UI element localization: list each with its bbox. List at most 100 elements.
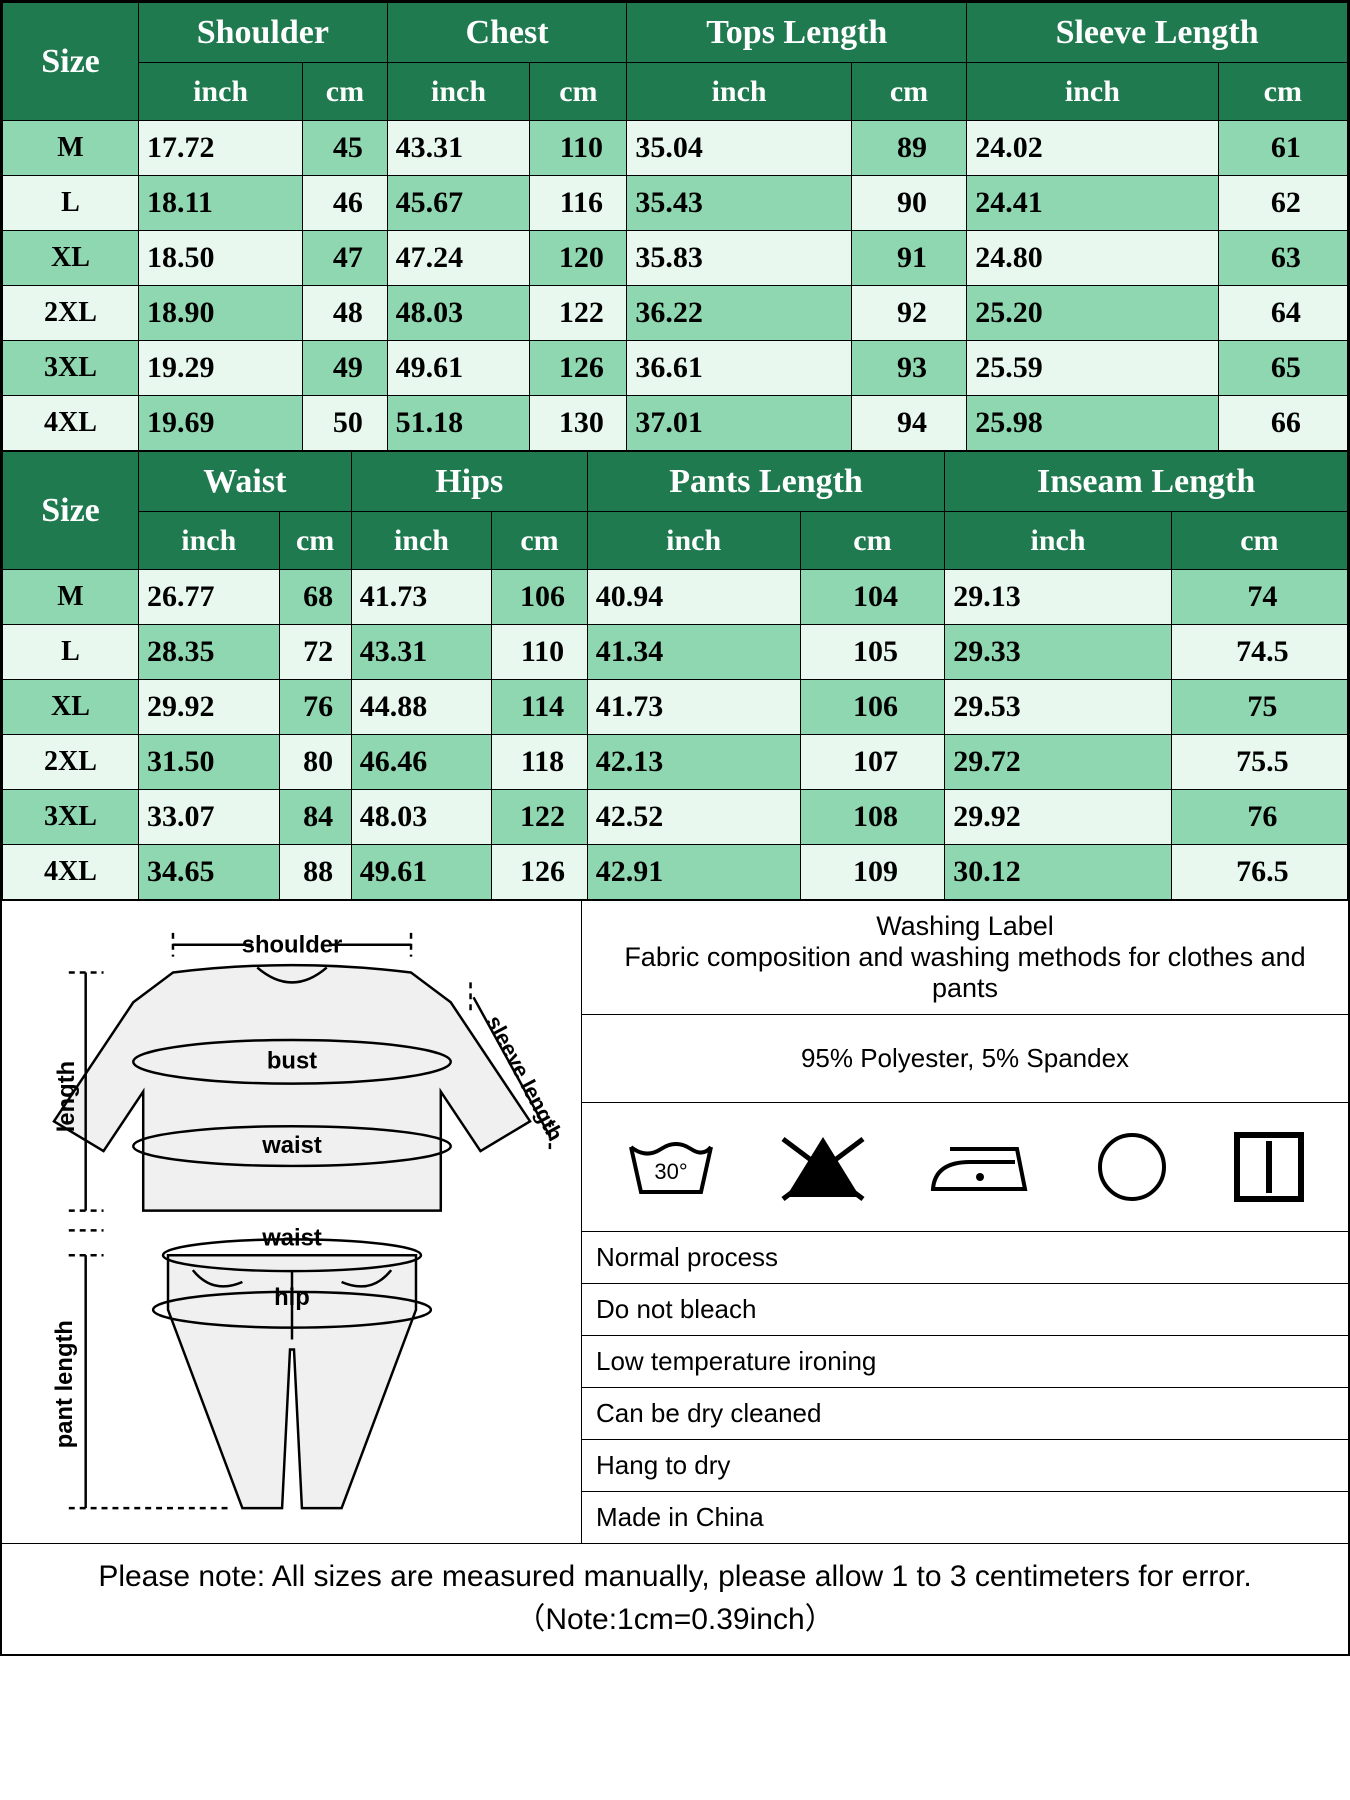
value-cell: 28.35 <box>139 625 280 680</box>
value-cell: 49.61 <box>387 341 530 396</box>
value-cell: 46 <box>303 176 387 231</box>
value-cell: 29.13 <box>945 570 1171 625</box>
col-waist: Waist <box>139 452 352 512</box>
svg-text:length: length <box>53 1061 80 1132</box>
value-cell: 116 <box>530 176 627 231</box>
col-sleeve-length: Sleeve Length <box>967 3 1348 63</box>
value-cell: 42.52 <box>587 790 800 845</box>
table-row: XL18.504747.2412035.839124.8063 <box>3 231 1348 286</box>
value-cell: 25.59 <box>967 341 1218 396</box>
value-cell: 45.67 <box>387 176 530 231</box>
unit-cm: cm <box>800 512 945 570</box>
value-cell: 42.91 <box>587 845 800 900</box>
unit-cm: cm <box>492 512 588 570</box>
value-cell: 114 <box>492 680 588 735</box>
washing-title: Washing Label Fabric composition and was… <box>582 901 1348 1015</box>
garment-diagram: shoulder bust waist sleeve length <box>2 901 582 1543</box>
value-cell: 35.04 <box>627 121 851 176</box>
table-row: 4XL19.695051.1813037.019425.9866 <box>3 396 1348 451</box>
value-cell: 29.92 <box>139 680 280 735</box>
value-cell: 84 <box>279 790 351 845</box>
care-instruction: Can be dry cleaned <box>582 1388 1348 1440</box>
fabric-composition: 95% Polyester, 5% Spandex <box>582 1015 1348 1103</box>
value-cell: 63 <box>1218 231 1347 286</box>
value-cell: 43.31 <box>351 625 492 680</box>
value-cell: 90 <box>851 176 966 231</box>
table-row: L18.114645.6711635.439024.4162 <box>3 176 1348 231</box>
value-cell: 29.53 <box>945 680 1171 735</box>
table-row: 2XL18.904848.0312236.229225.2064 <box>3 286 1348 341</box>
value-cell: 72 <box>279 625 351 680</box>
value-cell: 45 <box>303 121 387 176</box>
value-cell: 107 <box>800 735 945 790</box>
value-cell: 106 <box>492 570 588 625</box>
svg-text:pant length: pant length <box>51 1320 78 1448</box>
value-cell: 49 <box>303 341 387 396</box>
value-cell: 88 <box>279 845 351 900</box>
value-cell: 33.07 <box>139 790 280 845</box>
size-table-tops: Size Shoulder Chest Tops Length Sleeve L… <box>2 2 1348 451</box>
size-cell: 2XL <box>3 286 139 341</box>
value-cell: 29.33 <box>945 625 1171 680</box>
value-cell: 92 <box>851 286 966 341</box>
value-cell: 18.50 <box>139 231 303 286</box>
value-cell: 75.5 <box>1171 735 1347 790</box>
col-hips: Hips <box>351 452 587 512</box>
value-cell: 30.12 <box>945 845 1171 900</box>
value-cell: 61 <box>1218 121 1347 176</box>
value-cell: 62 <box>1218 176 1347 231</box>
unit-inch: inch <box>967 63 1218 121</box>
footnote: Please note: All sizes are measured manu… <box>2 1543 1348 1654</box>
value-cell: 76 <box>1171 790 1347 845</box>
value-cell: 18.90 <box>139 286 303 341</box>
value-cell: 91 <box>851 231 966 286</box>
value-cell: 25.98 <box>967 396 1218 451</box>
col-size: Size <box>3 452 139 570</box>
value-cell: 43.31 <box>387 121 530 176</box>
washing-label-panel: Washing Label Fabric composition and was… <box>582 901 1348 1543</box>
size-cell: 3XL <box>3 790 139 845</box>
value-cell: 19.29 <box>139 341 303 396</box>
value-cell: 66 <box>1218 396 1347 451</box>
value-cell: 19.69 <box>139 396 303 451</box>
washing-title-line2: Fabric composition and washing methods f… <box>596 942 1334 1004</box>
value-cell: 122 <box>530 286 627 341</box>
value-cell: 109 <box>800 845 945 900</box>
value-cell: 122 <box>492 790 588 845</box>
value-cell: 118 <box>492 735 588 790</box>
wash-30-icon: 30° <box>621 1127 721 1207</box>
size-cell: L <box>3 176 139 231</box>
col-chest: Chest <box>387 3 627 63</box>
value-cell: 65 <box>1218 341 1347 396</box>
value-cell: 36.61 <box>627 341 851 396</box>
care-symbols: 30° <box>582 1103 1348 1232</box>
table-row: 3XL19.294949.6112636.619325.5965 <box>3 341 1348 396</box>
care-instruction: Made in China <box>582 1492 1348 1543</box>
value-cell: 110 <box>492 625 588 680</box>
value-cell: 130 <box>530 396 627 451</box>
value-cell: 104 <box>800 570 945 625</box>
value-cell: 105 <box>800 625 945 680</box>
value-cell: 76.5 <box>1171 845 1347 900</box>
value-cell: 106 <box>800 680 945 735</box>
value-cell: 126 <box>492 845 588 900</box>
value-cell: 47 <box>303 231 387 286</box>
value-cell: 120 <box>530 231 627 286</box>
washing-title-line1: Washing Label <box>596 911 1334 942</box>
value-cell: 74 <box>1171 570 1347 625</box>
col-shoulder: Shoulder <box>139 3 388 63</box>
value-cell: 68 <box>279 570 351 625</box>
value-cell: 50 <box>303 396 387 451</box>
unit-cm: cm <box>303 63 387 121</box>
size-cell: XL <box>3 680 139 735</box>
value-cell: 41.73 <box>587 680 800 735</box>
unit-inch: inch <box>945 512 1171 570</box>
diagram-svg: shoulder bust waist sleeve length <box>14 913 570 1528</box>
hang-dry-icon <box>1229 1127 1309 1207</box>
value-cell: 25.20 <box>967 286 1218 341</box>
svg-text:30°: 30° <box>654 1159 687 1184</box>
size-cell: 4XL <box>3 845 139 900</box>
bottom-section: shoulder bust waist sleeve length <box>2 900 1348 1543</box>
value-cell: 24.80 <box>967 231 1218 286</box>
value-cell: 46.46 <box>351 735 492 790</box>
